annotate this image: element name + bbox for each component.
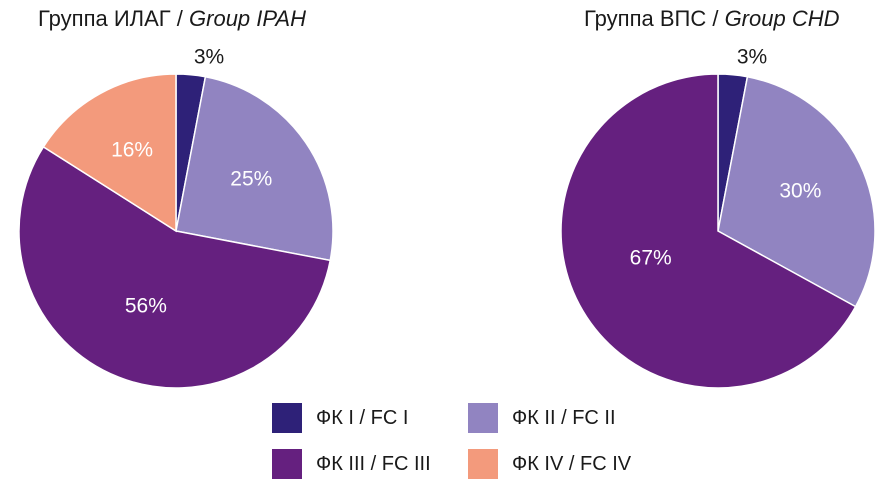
pie-slice-ipah-fc3 (18, 145, 332, 389)
pie-slice-ipah-fc4 (42, 73, 177, 233)
legend-label-fc4: ФК IV / FC IV (512, 452, 632, 475)
pie-label-ipah-fc4: 16% (111, 139, 153, 162)
pie-label-chd-fc1: 3% (737, 46, 767, 69)
chart-title-chd: Группа ВПС / Group CHD (584, 8, 839, 30)
chart-title-ipah-main: Группа ИЛАГ / (38, 6, 190, 31)
pie-label-chd-fc3: 67% (630, 247, 672, 270)
pie-slice-chd-fc2 (717, 75, 876, 308)
chart-title-chd-main: Группа ВПС / (584, 6, 725, 31)
pie-chart-chd: 3% 30% 67% (560, 46, 876, 389)
chart-title-ipah: Группа ИЛАГ / Group IPAH (38, 8, 306, 30)
legend-label-fc3: ФК III / FC III (316, 452, 431, 475)
legend-swatch-fc2 (468, 403, 498, 433)
legend-item-fc1: ФК I / FC I (272, 403, 408, 433)
legend-label-fc1: ФК I / FC I (316, 406, 409, 429)
pie-charts: 3% 25% 56% 16% 3% 30% 67% (18, 46, 876, 389)
pie-label-chd-fc2: 30% (779, 180, 821, 203)
pie-label-ipah-fc1: 3% (194, 46, 224, 69)
legend-item-fc4: ФК IV / FC IV (468, 449, 631, 479)
legend-swatch-fc3 (272, 449, 302, 479)
pie-slice-chd-fc3 (560, 73, 857, 389)
legend-item-fc3: ФК III / FC III (272, 449, 431, 479)
legend-swatch-fc4 (468, 449, 498, 479)
pie-label-ipah-fc3: 56% (125, 294, 167, 317)
legend-label-fc2: ФК II / FC II (512, 406, 616, 429)
legend-item-fc2: ФК II / FC II (468, 403, 616, 433)
chart-title-chd-italic: Group CHD (724, 6, 840, 31)
pie-slice-ipah-fc2 (175, 75, 334, 262)
pie-chart-ipah: 3% 25% 56% 16% (18, 46, 334, 389)
chart-title-ipah-italic: Group IPAH (189, 6, 306, 31)
pie-label-ipah-fc2: 25% (230, 167, 272, 190)
legend: ФК I / FC I ФК II / FC II ФК III / FC II… (272, 403, 692, 483)
legend-swatch-fc1 (272, 403, 302, 433)
